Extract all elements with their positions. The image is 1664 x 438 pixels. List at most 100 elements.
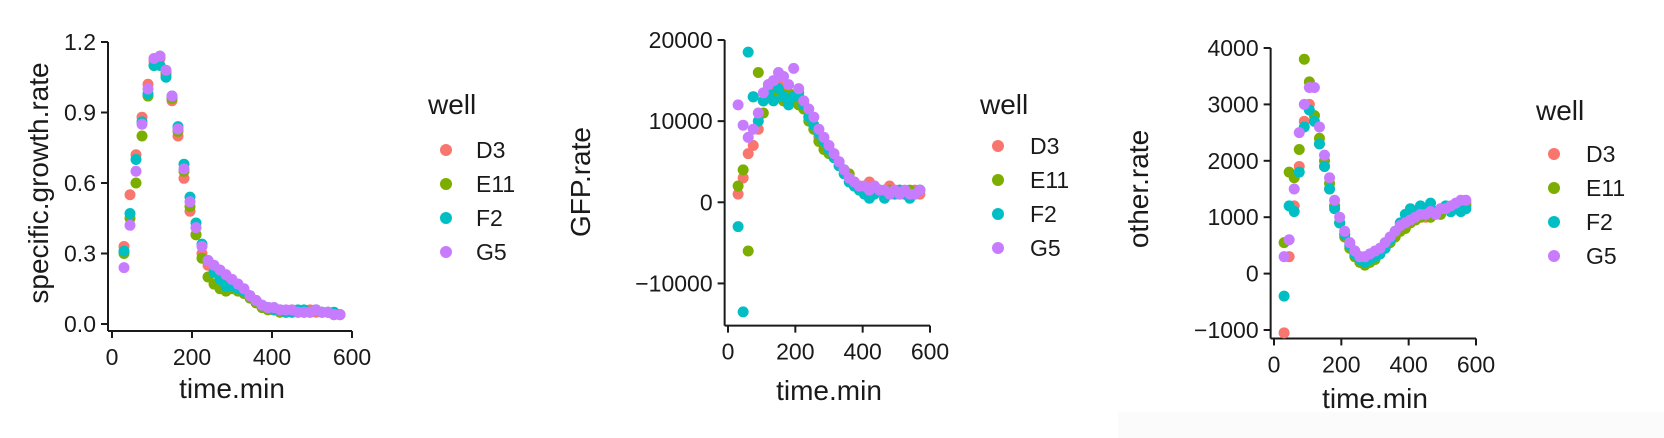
- data-point: [752, 66, 764, 78]
- data-point: [130, 165, 142, 177]
- data-point: [334, 309, 346, 321]
- chart-panel-2: −10000 0 10000 20000 0 200 400 600 time.min GFP.r…: [565, 27, 1069, 406]
- y-tick-label: 0.0: [64, 311, 96, 337]
- legend-label-f2: F2: [476, 205, 503, 231]
- data-point: [752, 107, 764, 119]
- data-point: [184, 196, 196, 208]
- data-point: [778, 71, 790, 83]
- x-tick-label: 200: [776, 339, 814, 365]
- data-point: [742, 46, 754, 58]
- data-point: [172, 123, 184, 135]
- legend-key-d3: [1548, 148, 1560, 160]
- legend-key-d3: [992, 140, 1004, 152]
- data-point: [732, 99, 744, 111]
- chart-panel-3: −1000 0 1000 2000 3000 4000 0 200 400 600 time.min…: [1123, 35, 1625, 414]
- data-point: [798, 95, 810, 107]
- legend-label-e11: E11: [476, 171, 515, 197]
- data-point: [1278, 290, 1290, 302]
- data-point: [1293, 144, 1305, 156]
- y-tick-label: 1000: [1207, 204, 1258, 230]
- legend-key-g5: [1548, 250, 1560, 262]
- data-point: [1324, 183, 1336, 195]
- legend-label-d3: D3: [1586, 141, 1615, 167]
- data-point: [178, 163, 190, 175]
- data-point: [747, 91, 759, 103]
- y-tick-label: 3000: [1207, 91, 1258, 117]
- data-point: [1278, 327, 1290, 339]
- x-tick-label: 200: [1322, 351, 1360, 377]
- series-g5: [732, 62, 926, 200]
- data-point: [737, 306, 749, 318]
- data-point: [914, 184, 926, 196]
- legend-label-e11: E11: [1030, 167, 1069, 193]
- data-point: [737, 164, 749, 176]
- legend-key-d3: [440, 144, 452, 156]
- y-axis-title: GFP.rate: [565, 127, 596, 237]
- data-point: [190, 222, 202, 234]
- series-g5: [1278, 81, 1472, 263]
- legend-key-g5: [992, 242, 1004, 254]
- legend-label-g5: G5: [1030, 235, 1061, 261]
- data-point: [732, 221, 744, 233]
- x-tick-label: 0: [106, 344, 119, 370]
- data-point: [136, 118, 148, 130]
- x-axis-title: time.min: [179, 373, 285, 404]
- data-point: [1278, 251, 1290, 263]
- data-point: [737, 119, 749, 131]
- y-tick-label: 0.9: [64, 100, 96, 126]
- legend-label-d3: D3: [1030, 133, 1059, 159]
- data-point: [783, 79, 795, 91]
- data-point: [808, 111, 820, 123]
- legend-key-e11: [992, 174, 1004, 186]
- data-point: [1288, 206, 1300, 218]
- y-tick-label: 10000: [649, 108, 713, 134]
- data-point: [752, 115, 764, 127]
- data-point: [130, 154, 142, 165]
- data-point: [1339, 225, 1351, 237]
- data-point: [833, 156, 845, 168]
- x-tick-label: 400: [253, 344, 291, 370]
- y-tick-label: 0.6: [64, 170, 96, 196]
- data-point: [742, 245, 754, 257]
- x-tick-label: 200: [173, 344, 211, 370]
- series-g5: [118, 50, 346, 321]
- legend-key-f2: [1548, 216, 1560, 228]
- legend-key-e11: [440, 178, 452, 190]
- legend-title: well: [427, 89, 476, 120]
- data-point: [747, 139, 759, 151]
- y-tick-label: 0: [1246, 261, 1259, 287]
- data-point: [1293, 166, 1305, 178]
- data-point: [1329, 203, 1341, 215]
- data-point: [737, 172, 749, 184]
- y-tick-label: −1000: [1194, 317, 1259, 343]
- y-axis-title: specific.growth.rate: [23, 62, 54, 303]
- data-point: [803, 103, 815, 115]
- data-point: [828, 148, 840, 160]
- data-point: [1324, 172, 1336, 184]
- legend-label-d3: D3: [476, 137, 505, 163]
- data-point: [166, 90, 178, 102]
- data-point: [1313, 121, 1325, 133]
- data-point: [1344, 237, 1356, 249]
- x-tick-label: 400: [1389, 351, 1427, 377]
- data-point: [1319, 160, 1330, 172]
- data-point: [767, 95, 779, 107]
- data-point: [124, 208, 136, 220]
- x-tick-label: 600: [1457, 351, 1495, 377]
- data-point: [1329, 194, 1341, 206]
- series-f2: [732, 46, 926, 318]
- data-point: [160, 64, 172, 76]
- data-point: [773, 83, 784, 95]
- data-point: [747, 123, 759, 135]
- legend-title: well: [1535, 95, 1584, 126]
- data-point: [783, 99, 795, 111]
- x-tick-label: 400: [843, 339, 881, 365]
- legend-label-g5: G5: [1586, 243, 1617, 269]
- y-tick-label: 1.2: [64, 29, 96, 55]
- data-point: [118, 262, 130, 274]
- legend-label-e11: E11: [1586, 175, 1625, 201]
- data-point: [118, 245, 130, 257]
